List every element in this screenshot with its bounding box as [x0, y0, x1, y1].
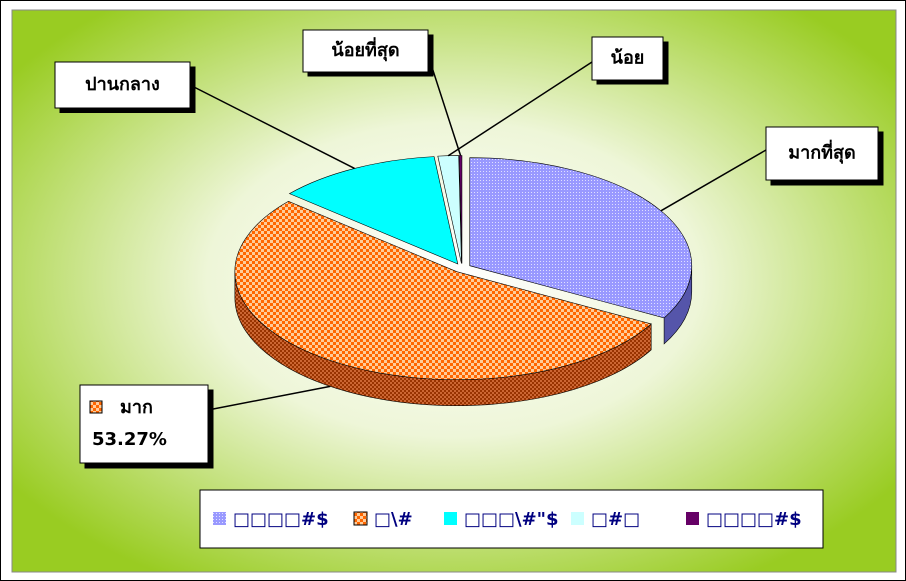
legend-label: □\# — [374, 509, 413, 530]
value-label: 53.27% — [92, 429, 167, 450]
label-box — [79, 384, 209, 464]
data-label: ปานกลาง — [85, 74, 160, 95]
label-box — [54, 61, 191, 109]
data-label: มากที่สุด — [788, 140, 855, 165]
legend-key — [213, 512, 226, 525]
legend: □□□□#$ □\# □□□\#"$ □#□ □□□□#$ — [213, 509, 802, 530]
legend-key — [444, 512, 457, 525]
leader-line — [207, 385, 331, 411]
legend-key — [353, 511, 368, 526]
label-box — [302, 29, 429, 73]
legend-label: □#□ — [591, 509, 640, 530]
slice — [458, 155, 463, 264]
label-box — [765, 126, 879, 181]
leader-line — [447, 61, 593, 157]
legend-label: □□□\#"$ — [464, 509, 559, 530]
leader-line — [189, 84, 355, 170]
legend-key — [571, 512, 584, 525]
leader-line — [660, 149, 767, 212]
pie — [234, 155, 693, 406]
slice — [437, 155, 462, 264]
data-label: น้อย — [611, 48, 645, 69]
legend-box — [199, 489, 824, 549]
legend-key — [686, 512, 699, 525]
slice — [234, 200, 652, 380]
legend-label: □□□□#$ — [706, 509, 802, 530]
label-box — [591, 36, 664, 81]
legend-label: □□□□#$ — [233, 509, 329, 530]
leader-line — [427, 54, 462, 156]
data-label: มาก — [120, 397, 153, 418]
data-label: น้อยที่สุด — [331, 37, 399, 62]
label-key — [89, 400, 103, 414]
